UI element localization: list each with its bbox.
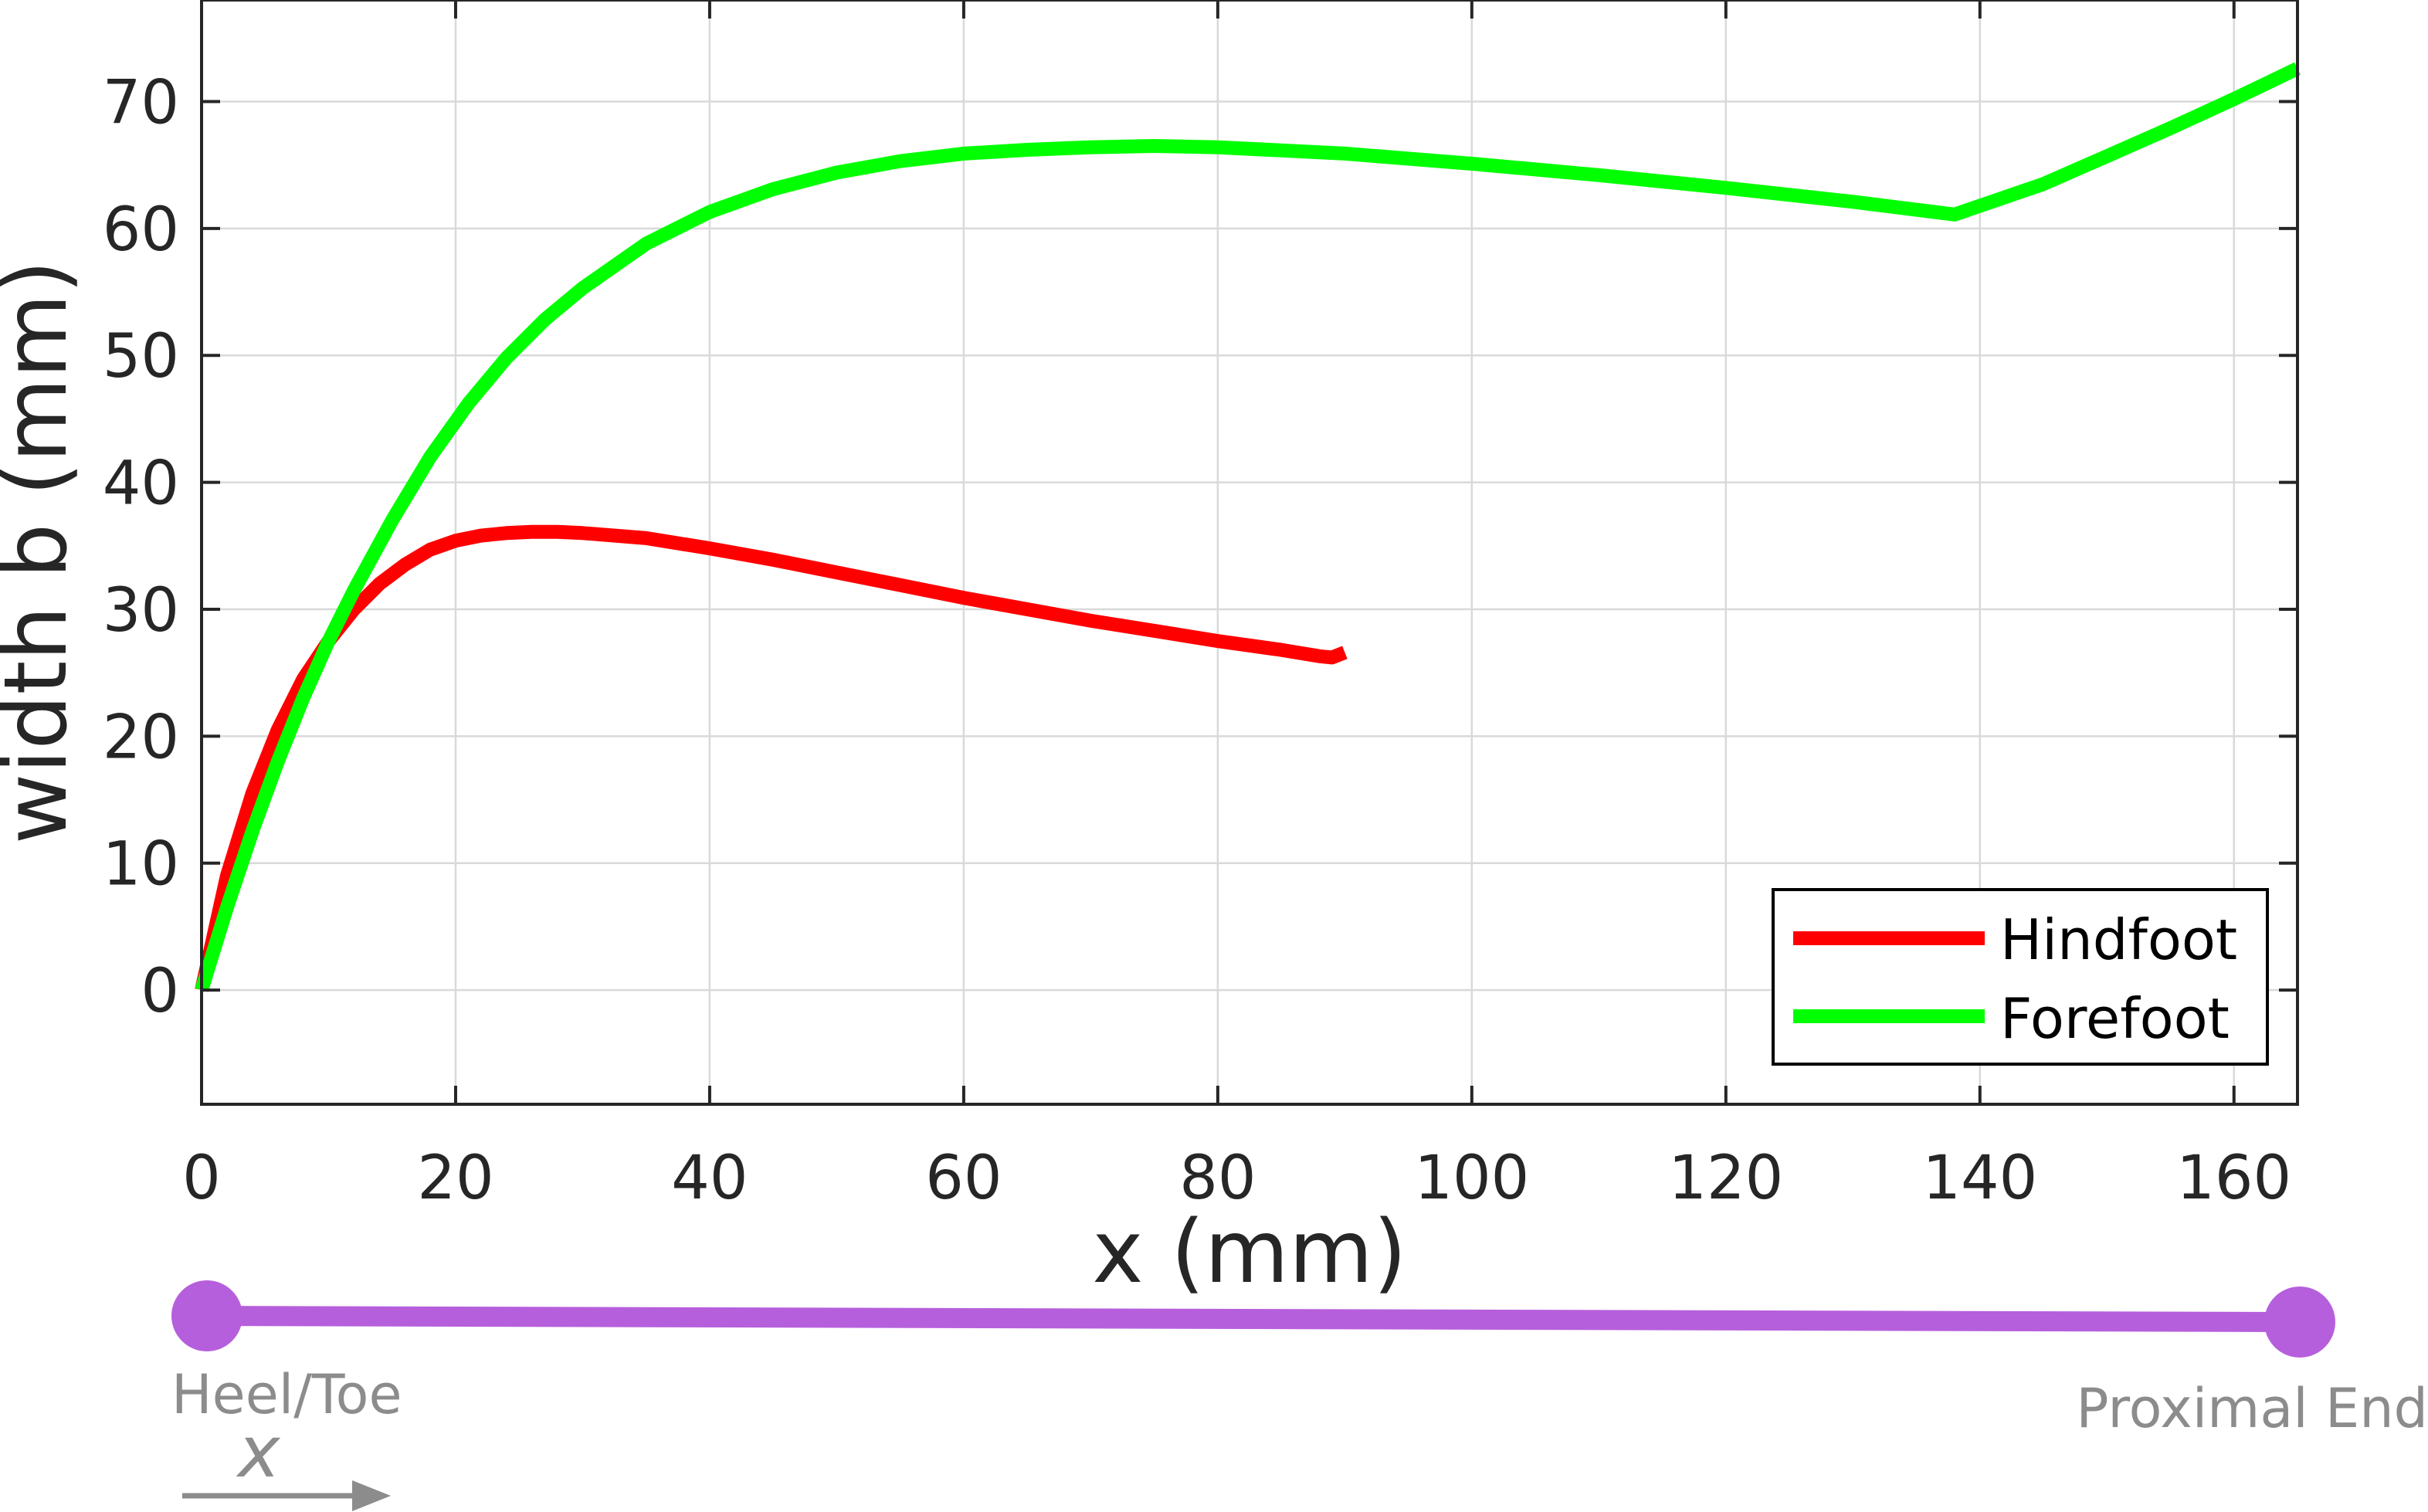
y-axis-title: width b (mm) bbox=[0, 260, 86, 845]
legend-forefoot-label: Forefoot bbox=[2000, 986, 2230, 1051]
x-tick-label: 60 bbox=[925, 1144, 1002, 1213]
x-tick-label: 80 bbox=[1179, 1144, 1256, 1213]
y-tick-label: 60 bbox=[103, 195, 179, 265]
x-tick-label: 140 bbox=[1922, 1144, 2037, 1213]
y-tick-label: 70 bbox=[103, 68, 179, 137]
x-tick-label: 40 bbox=[671, 1144, 748, 1213]
x-tick-label: 160 bbox=[2176, 1144, 2291, 1213]
x-direction-arrowhead-icon bbox=[352, 1480, 391, 1511]
y-tick-label: 40 bbox=[103, 449, 179, 519]
x-tick-label: 20 bbox=[417, 1144, 493, 1213]
series-line-forefoot bbox=[195, 62, 2301, 992]
foot-axis-annotation: Heel/Toe Proximal End x bbox=[171, 1280, 2428, 1511]
series-lines bbox=[195, 62, 2301, 992]
x-axis-title: x (mm) bbox=[1092, 1202, 1406, 1303]
heel-toe-label: Heel/Toe bbox=[171, 1363, 402, 1426]
proximal-end-marker bbox=[2264, 1287, 2335, 1358]
axis-ticks: 0 20 40 60 80 100 120 140 160 0 10 20 30 40 50 60 70 bbox=[103, 0, 2297, 1213]
x-tick-label: 100 bbox=[1414, 1144, 1529, 1213]
x-tick-label: 0 bbox=[182, 1144, 221, 1213]
legend-box bbox=[1772, 888, 2269, 1066]
foot-axis-line bbox=[206, 1306, 2301, 1332]
x-tick-label: 120 bbox=[1668, 1144, 1783, 1213]
y-tick-label: 20 bbox=[103, 703, 179, 772]
plot-frame bbox=[200, 0, 2299, 1106]
legend-hindfoot-label: Hindfoot bbox=[2000, 907, 2237, 972]
legend: Hindfoot Forefoot bbox=[1772, 888, 2269, 1066]
y-tick-label: 0 bbox=[141, 957, 179, 1026]
y-tick-label: 50 bbox=[103, 322, 179, 392]
y-tick-label: 10 bbox=[103, 830, 179, 900]
x-direction-symbol: x bbox=[236, 1411, 281, 1493]
y-tick-label: 30 bbox=[103, 576, 179, 646]
heel-toe-marker bbox=[171, 1280, 242, 1351]
proximal-end-label: Proximal End bbox=[2076, 1377, 2428, 1440]
